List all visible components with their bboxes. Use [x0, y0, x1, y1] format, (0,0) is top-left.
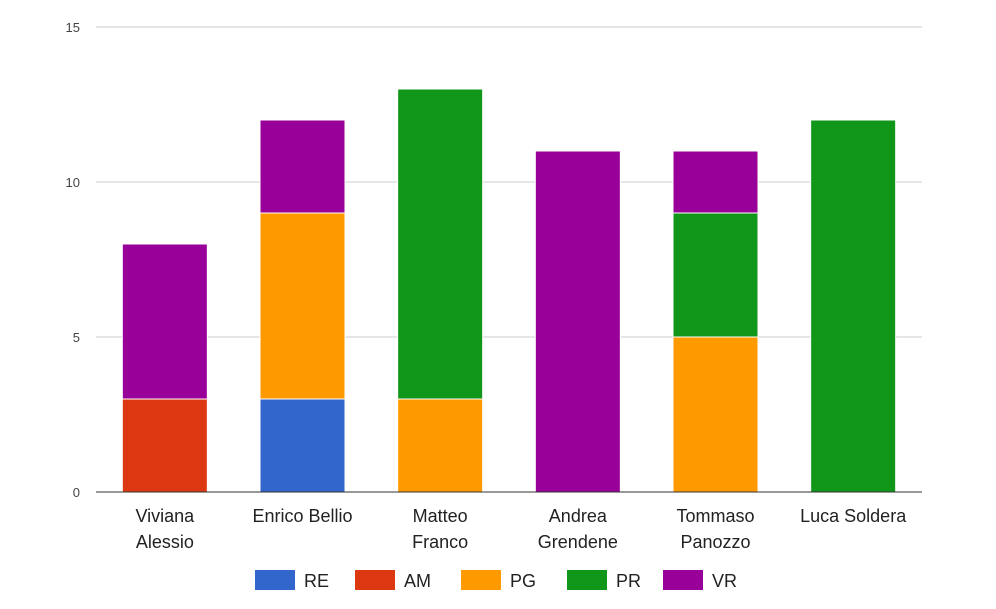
bar-re — [259, 398, 346, 493]
legend: RE AM PG PR VR — [255, 570, 737, 591]
x-category-label: Luca Soldera — [800, 506, 907, 526]
legend-label-pg: PG — [510, 571, 536, 591]
gridlines — [96, 26, 922, 338]
bar-pg — [672, 336, 759, 493]
bar-vr — [259, 119, 346, 214]
bar-am — [121, 398, 208, 493]
y-tick-label: 0 — [73, 485, 80, 500]
legend-label-re: RE — [304, 571, 329, 591]
bar-vr — [534, 150, 621, 493]
x-category-label: Enrico Bellio — [252, 506, 352, 526]
bars — [121, 88, 897, 493]
legend-label-am: AM — [404, 571, 431, 591]
x-category-label: Grendene — [538, 532, 618, 552]
x-category-label: Franco — [412, 532, 468, 552]
legend-label-pr: PR — [616, 571, 641, 591]
legend-swatch-vr — [663, 570, 703, 590]
bar-pr — [672, 212, 759, 338]
y-tick-label: 5 — [73, 330, 80, 345]
legend-swatch-re — [255, 570, 295, 590]
legend-swatch-pr — [567, 570, 607, 590]
bar-pg — [397, 398, 484, 493]
bar-pr — [397, 88, 484, 400]
axis-labels: 0 5 10 15 Viviana Alessio Enrico Bellio Matteo F… — [66, 20, 908, 552]
x-category-label: Matteo — [413, 506, 468, 526]
bar-vr — [121, 243, 208, 400]
legend-swatch-pg — [461, 570, 501, 590]
bar-pg — [259, 212, 346, 400]
legend-label-vr: VR — [712, 571, 737, 591]
bar-vr — [672, 150, 759, 214]
bar-pr — [810, 119, 897, 493]
x-category-label: Tommaso — [676, 506, 754, 526]
legend-swatch-am — [355, 570, 395, 590]
y-tick-label: 10 — [66, 175, 80, 190]
x-category-label: Andrea — [549, 506, 608, 526]
x-category-label: Alessio — [136, 532, 194, 552]
x-category-label: Viviana — [135, 506, 195, 526]
y-tick-label: 15 — [66, 20, 80, 35]
x-category-label: Panozzo — [680, 532, 750, 552]
